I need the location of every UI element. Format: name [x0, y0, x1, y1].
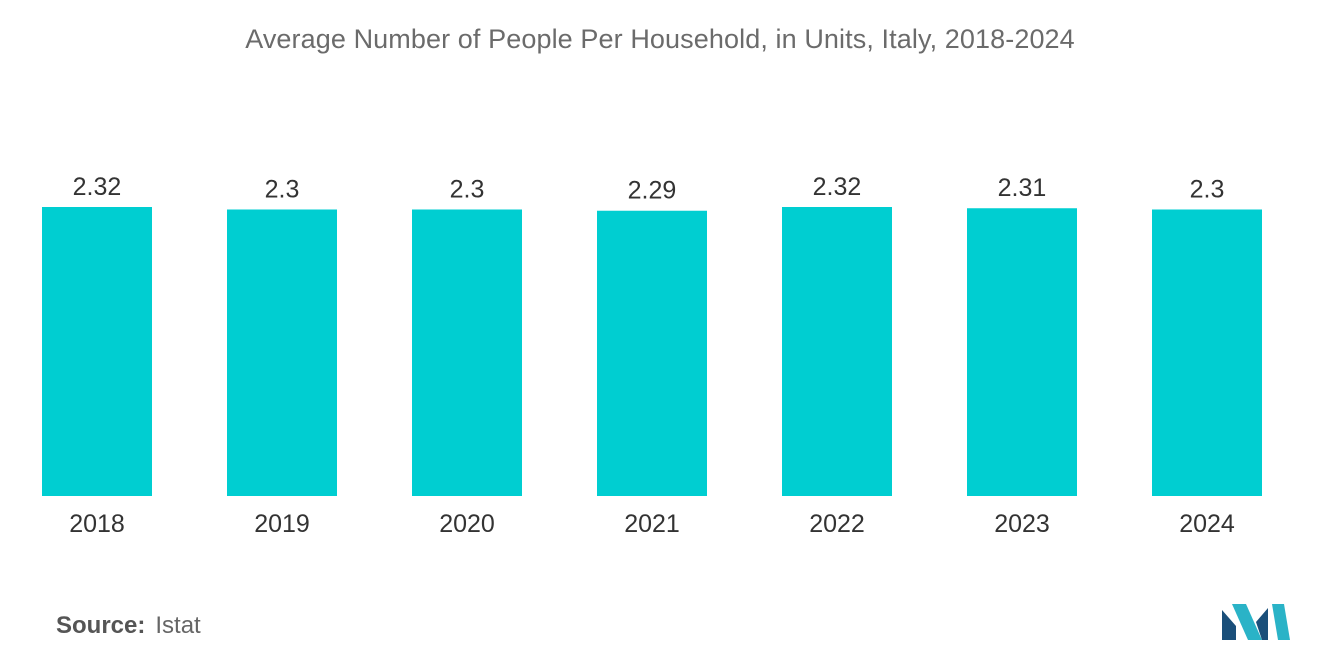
value-label-2024: 2.3 — [1190, 175, 1225, 203]
x-tick-label-2023: 2023 — [994, 510, 1050, 538]
bar-2018 — [42, 207, 152, 496]
bar-2019 — [227, 209, 337, 496]
value-label-2022: 2.32 — [813, 173, 862, 201]
logo-shape-right-b — [1272, 604, 1290, 640]
source-note: Source: Istat — [56, 612, 201, 640]
bar-2021 — [597, 210, 707, 497]
value-label-2020: 2.3 — [450, 175, 485, 203]
x-tick-label-2020: 2020 — [439, 510, 495, 538]
logo-shape-left — [1222, 610, 1236, 640]
bar-2020 — [412, 209, 522, 496]
x-tick-label-2024: 2024 — [1179, 510, 1235, 538]
value-label-2021: 2.29 — [628, 177, 677, 205]
x-tick-label-2022: 2022 — [809, 510, 865, 538]
chart-title: Average Number of People Per Household, … — [245, 24, 1075, 54]
brand-logo-icon — [1222, 604, 1290, 640]
value-label-2019: 2.3 — [265, 175, 300, 203]
x-tick-label-2021: 2021 — [624, 510, 680, 538]
logo-shape-mid — [1232, 604, 1262, 640]
x-tick-label-2019: 2019 — [254, 510, 310, 538]
source-value: Istat — [155, 612, 201, 639]
bar-2024 — [1152, 209, 1262, 496]
logo-shape-right-a — [1256, 608, 1268, 640]
source-label: Source: — [56, 612, 146, 639]
bar-2023 — [967, 208, 1077, 496]
value-label-2018: 2.32 — [73, 173, 122, 201]
x-tick-label-2018: 2018 — [69, 510, 125, 538]
value-label-2023: 2.31 — [998, 174, 1047, 202]
bar-2022 — [782, 207, 892, 496]
